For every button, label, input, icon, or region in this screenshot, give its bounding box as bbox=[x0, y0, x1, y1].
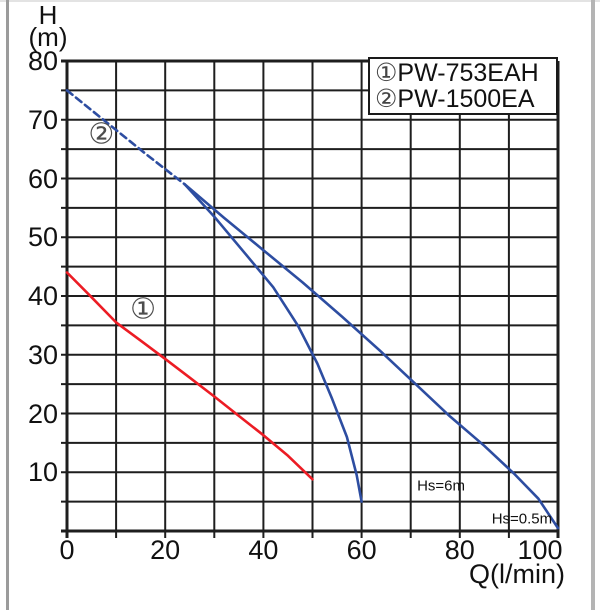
curve-pw-1500ea-hs-6m bbox=[183, 183, 363, 503]
y-tick-label-40: 40 bbox=[27, 281, 58, 311]
suction-head-note-2: Hs=6m bbox=[417, 477, 466, 495]
y-tick-label-50: 50 bbox=[27, 222, 58, 253]
legend-label-1: PW-753EAH bbox=[397, 59, 539, 87]
page-edge-left bbox=[6, 0, 9, 610]
curve-pw-1500ea-dashed-section- bbox=[65, 89, 187, 186]
page-edge-top bbox=[0, 0, 600, 2]
x-tick-label-60: 60 bbox=[346, 535, 377, 565]
y-tick-label-20: 20 bbox=[27, 398, 58, 429]
x-tick-label-80: 80 bbox=[444, 535, 475, 565]
x-tick-label-40: 40 bbox=[248, 535, 279, 565]
page-edge-right bbox=[591, 0, 595, 610]
legend-marker-1-icon: ① bbox=[375, 59, 398, 87]
x-tick-label-100: 100 bbox=[517, 535, 563, 565]
curve-number-label-1: ② bbox=[88, 118, 115, 151]
y-axis-title-unit: (m) bbox=[28, 22, 68, 52]
x-tick-label-0: 0 bbox=[59, 535, 75, 565]
curve-pw-753eah bbox=[65, 271, 314, 481]
y-tick-label-10: 10 bbox=[27, 457, 58, 488]
curve-number-label-0: ① bbox=[130, 293, 157, 326]
x-axis-title: Q(l/min) bbox=[469, 559, 565, 589]
legend-box: ①PW-753EAH ②PW-1500EA bbox=[368, 57, 558, 115]
legend-row-2: ②PW-1500EA bbox=[375, 86, 556, 112]
y-axis-title-symbol: H bbox=[38, 0, 58, 30]
y-axis-title: H (m) bbox=[18, 0, 78, 52]
y-tick-label-70: 70 bbox=[27, 104, 58, 135]
legend-marker-2-icon: ② bbox=[375, 85, 398, 113]
x-tick-label-20: 20 bbox=[150, 535, 181, 565]
legend-label-2: PW-1500EA bbox=[397, 85, 535, 113]
curve-pw-1500ea-hs-0-5m bbox=[183, 183, 560, 530]
y-tick-label-60: 60 bbox=[27, 163, 58, 194]
y-tick-label-80: 80 bbox=[27, 46, 58, 76]
y-tick-label-30: 30 bbox=[27, 339, 58, 370]
legend-row-1: ①PW-753EAH bbox=[375, 60, 556, 86]
suction-head-note-3: Hs=0.5m bbox=[491, 510, 553, 528]
